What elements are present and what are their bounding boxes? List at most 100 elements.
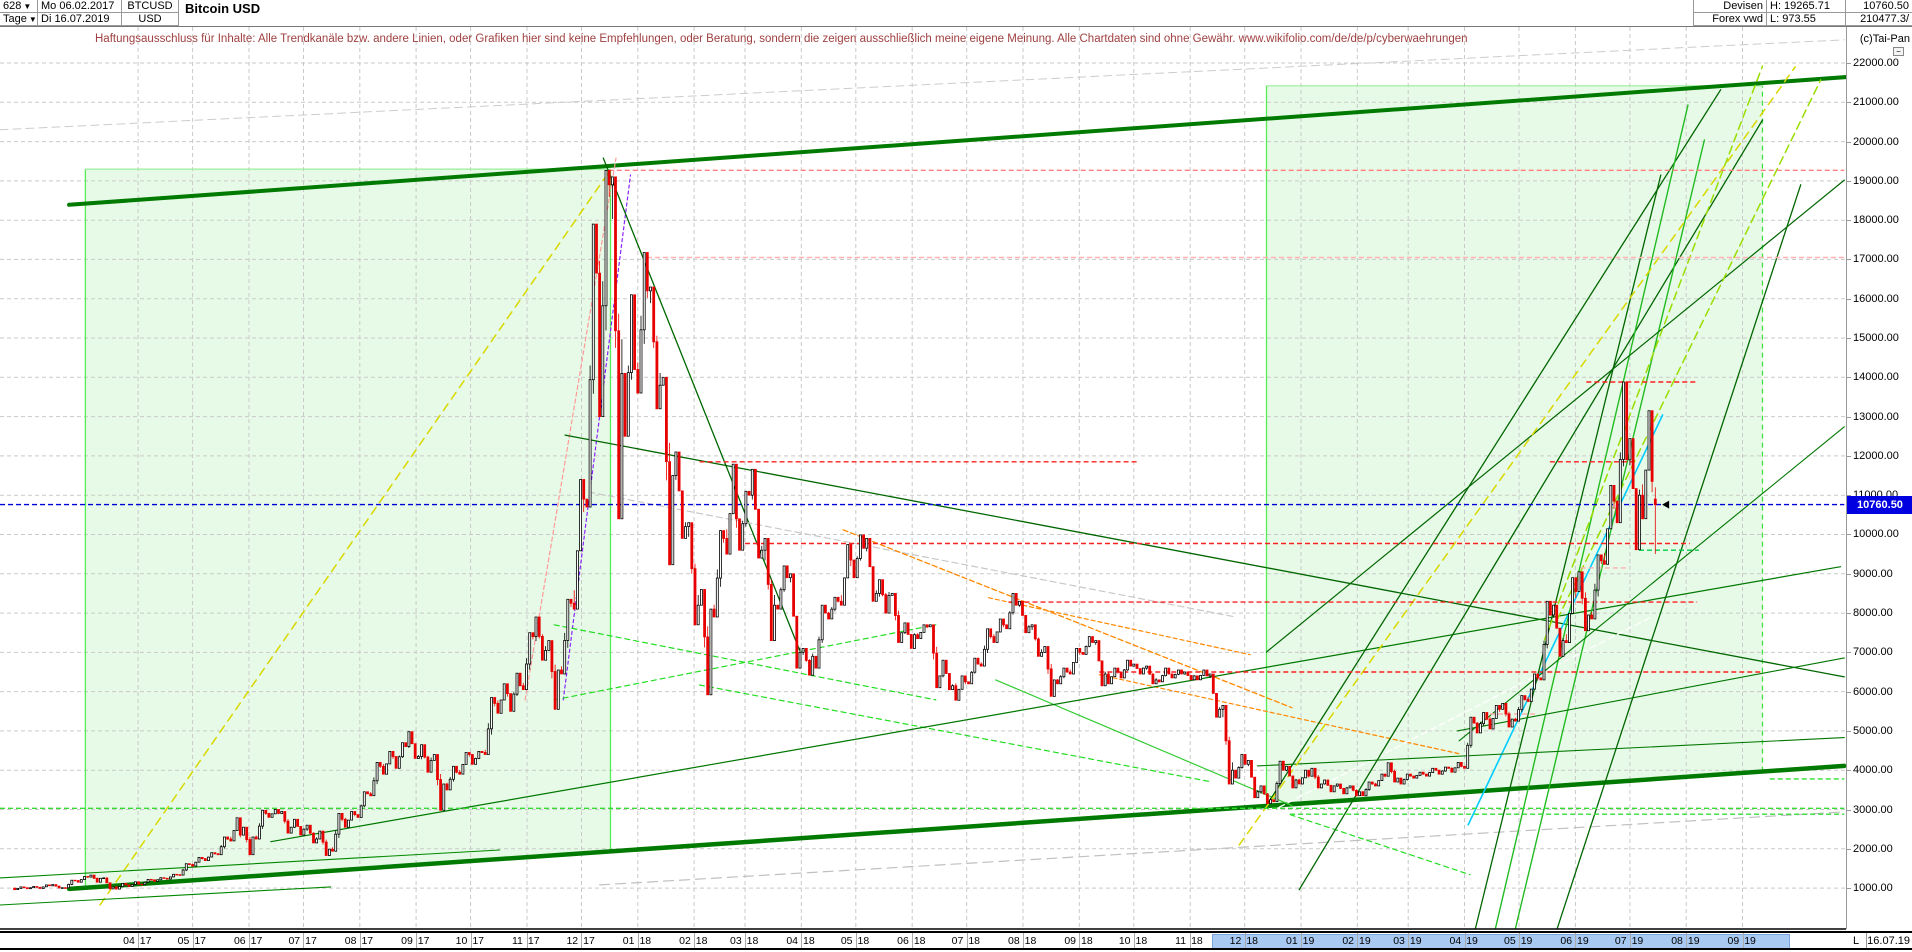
volume-field: 210477.3/ — [1846, 13, 1912, 26]
date-tick — [248, 933, 250, 948]
price-tick — [1846, 573, 1851, 575]
date-tick — [1022, 933, 1024, 948]
date-tick — [192, 933, 194, 948]
date-tick — [1464, 933, 1466, 948]
price-tick — [1846, 770, 1851, 772]
price-label: 19000.00 — [1853, 174, 1899, 187]
date-label: 05 18 — [840, 935, 870, 947]
price-tick — [1846, 848, 1851, 850]
last-price-value: 10760.50 — [1863, 0, 1909, 12]
date-label: 08 18 — [1007, 935, 1037, 947]
price-label: 9000.00 — [1853, 567, 1893, 580]
price-label: 15000.00 — [1853, 332, 1899, 345]
date-tick — [303, 933, 305, 948]
bars-count-value: 628 — [3, 0, 22, 12]
date-label: 06 18 — [897, 935, 926, 947]
date-tick — [1575, 933, 1577, 948]
channel-2017 — [85, 169, 611, 888]
period-value: Tage — [3, 13, 27, 25]
date-tick — [801, 933, 803, 948]
date-label: 10 18 — [1118, 935, 1148, 947]
current-price-value: 10760.50 — [1857, 498, 1903, 511]
date-label: 12 18 — [1229, 935, 1259, 947]
feed-sub: Forex vwd — [1693, 13, 1767, 26]
date-label: 04 17 — [123, 935, 152, 947]
date-label: 11 17 — [511, 935, 540, 947]
price-label: 13000.00 — [1853, 410, 1899, 423]
date-axis: 04 17 05 17 06 17 07 17 08 17 09 17 10 17 11 17 12 17 01 18… — [0, 931, 1846, 950]
low-value: L: 973.55 — [1770, 13, 1816, 25]
price-tick — [1846, 220, 1851, 222]
date-label: 04 19 — [1449, 935, 1478, 947]
date-highlight — [1211, 934, 1790, 948]
date-label: 05 17 — [177, 935, 206, 947]
date-label: 05 19 — [1504, 935, 1533, 947]
high-value: H: 19265.71 — [1770, 0, 1830, 12]
feed-name-value: Devisen — [1723, 0, 1763, 12]
date-tick — [637, 933, 639, 948]
date-tick — [855, 933, 857, 948]
date-tick — [694, 933, 696, 948]
date-label: 07 18 — [951, 935, 981, 947]
date-tick — [416, 933, 418, 948]
date-tick — [1300, 933, 1302, 948]
date-tick — [912, 933, 914, 948]
end-date-cell: 16.07.19 — [1867, 934, 1910, 947]
date-tick — [1519, 933, 1521, 948]
price-label: 7000.00 — [1853, 646, 1893, 659]
date-tick — [1190, 933, 1192, 948]
price-tick — [1846, 888, 1851, 890]
date-tick — [1244, 933, 1246, 948]
chart-title: Bitcoin USD — [185, 1, 261, 16]
last-marker-cell: L — [1846, 933, 1868, 948]
price-tick — [1846, 416, 1851, 418]
price-label: 8000.00 — [1853, 607, 1893, 620]
date-label: 06 19 — [1560, 935, 1589, 947]
symbol-field[interactable]: BTCUSD — [122, 0, 179, 13]
symbol-value: BTCUSD — [127, 0, 173, 12]
period-dropdown[interactable]: Tage ▼ — [0, 13, 38, 26]
last-price-field: 10760.50 — [1846, 0, 1912, 13]
date-label: 06 17 — [233, 935, 263, 947]
date-tick — [470, 933, 472, 948]
price-tick — [1846, 338, 1851, 340]
bars-count-dropdown[interactable]: 628 ▼ — [0, 0, 38, 13]
date-tick — [581, 933, 583, 948]
chevron-down-icon: ▼ — [28, 14, 37, 24]
price-tick — [1846, 298, 1851, 300]
current-price-tag: 10760.50 — [1847, 495, 1912, 514]
date-label: 02 19 — [1342, 935, 1371, 947]
price-tick — [1846, 691, 1851, 693]
date-tick — [526, 933, 528, 948]
price-tick — [1846, 180, 1851, 182]
date-tick — [744, 933, 746, 948]
high-field: H: 19265.71 — [1767, 0, 1846, 13]
date-tick — [138, 933, 140, 948]
date-label: 08 19 — [1671, 935, 1700, 947]
volume-value: 210477.3/ — [1860, 13, 1909, 25]
date-tick — [1686, 933, 1688, 948]
date-from-field[interactable]: Mo 06.02.2017 — [38, 0, 122, 13]
date-axis-corner: L 16.07.19 — [1846, 931, 1912, 950]
price-label: 21000.00 — [1853, 96, 1899, 109]
header-bar: 628 ▼ Mo 06.02.2017 BTCUSD Tage ▼ Di 16.… — [0, 0, 1912, 27]
price-tick — [1846, 613, 1851, 615]
price-label: 17000.00 — [1853, 253, 1899, 266]
date-label: 08 17 — [344, 935, 374, 947]
chart-svg[interactable] — [0, 0, 1846, 952]
price-tick — [1846, 809, 1851, 811]
date-label: 01 18 — [622, 935, 652, 947]
price-tick — [1846, 377, 1851, 379]
date-tick — [1079, 933, 1081, 948]
date-tick — [1629, 933, 1631, 948]
date-label: 12 17 — [566, 935, 595, 947]
price-label: 18000.00 — [1853, 214, 1899, 227]
date-tick — [1408, 933, 1410, 948]
date-to-field[interactable]: Di 16.07.2019 — [38, 13, 122, 26]
chart-canvas[interactable] — [0, 0, 1846, 952]
collapse-button[interactable]: − — [1893, 47, 1904, 56]
date-label: 07 17 — [288, 935, 317, 947]
low-field: L: 973.55 — [1767, 13, 1846, 26]
copyright-label: (c)Tai-Pan — [1859, 33, 1910, 45]
